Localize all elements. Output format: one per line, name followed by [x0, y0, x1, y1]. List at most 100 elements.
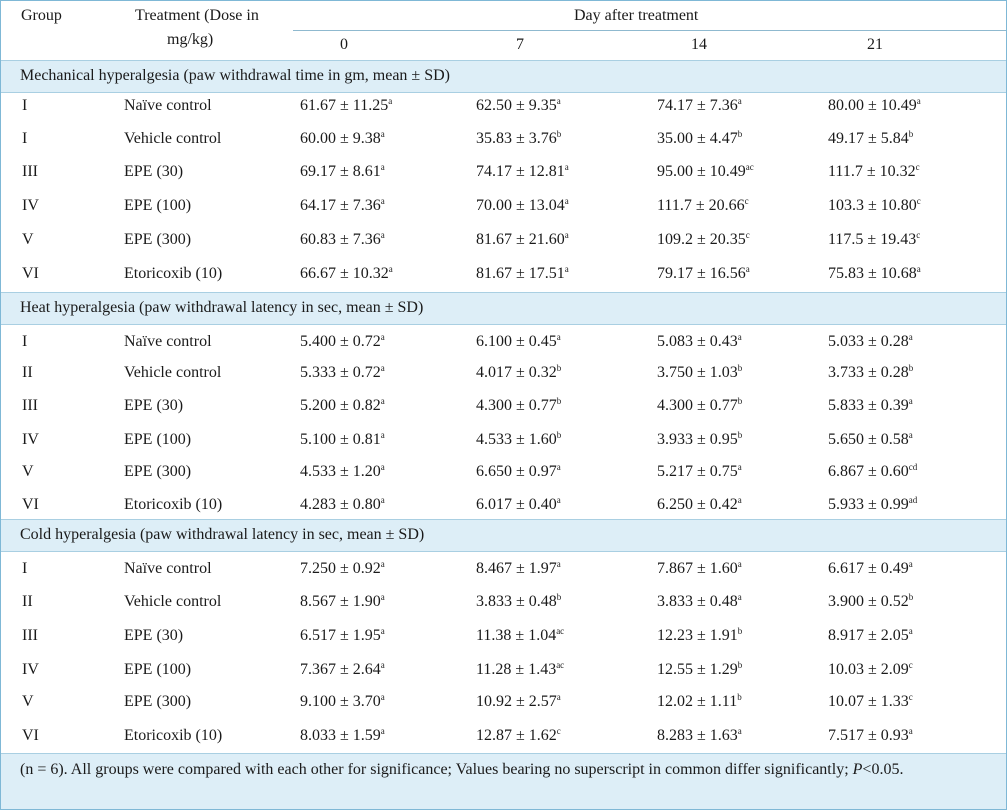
value-text: 12.87 ± 1.62 — [476, 727, 557, 744]
significance-superscript: ac — [556, 660, 565, 670]
value-cell: 111.7 ± 10.32c — [828, 162, 920, 182]
significance-superscript: a — [380, 396, 385, 406]
section-header: Cold hyperalgesia (paw withdrawal latenc… — [1, 519, 1006, 552]
value-text: 109.2 ± 20.35 — [657, 231, 746, 248]
significance-superscript: b — [556, 363, 562, 373]
significance-superscript: a — [916, 264, 921, 274]
value-cell: 66.67 ± 10.32a — [300, 264, 393, 284]
significance-superscript: b — [556, 396, 562, 406]
treatment-column-header-line1: Treatment (Dose in — [135, 7, 259, 24]
value-text: 66.67 ± 10.32 — [300, 265, 389, 282]
value-text: 6.250 ± 0.42 — [657, 496, 738, 513]
value-text: 4.017 ± 0.32 — [476, 364, 557, 381]
significance-superscript: a — [737, 559, 742, 569]
value-cell: 70.00 ± 13.04a — [476, 196, 569, 216]
significance-superscript: a — [737, 726, 742, 736]
group-cell: I — [22, 130, 28, 147]
value-cell: 5.033 ± 0.28a — [828, 332, 913, 352]
value-cell: 9.100 ± 3.70a — [300, 692, 385, 712]
value-cell: 8.283 ± 1.63a — [657, 726, 742, 746]
significance-superscript: a — [908, 726, 913, 736]
significance-superscript: a — [556, 96, 561, 106]
value-text: 6.100 ± 0.45 — [476, 333, 557, 350]
value-cell: 6.617 ± 0.49a — [828, 559, 913, 579]
value-cell: 62.50 ± 9.35a — [476, 96, 561, 116]
value-cell: 3.900 ± 0.52b — [828, 592, 913, 612]
value-text: 7.250 ± 0.92 — [300, 560, 381, 577]
value-cell: 7.517 ± 0.93a — [828, 726, 913, 746]
value-text: 49.17 ± 5.84 — [828, 130, 909, 147]
significance-superscript: a — [908, 626, 913, 636]
group-cell: II — [22, 593, 33, 610]
value-cell: 60.00 ± 9.38a — [300, 129, 385, 149]
value-cell: 7.250 ± 0.92a — [300, 559, 385, 579]
value-cell: 64.17 ± 7.36a — [300, 196, 385, 216]
table-header: Group Treatment (Dose in mg/kg) Day afte… — [1, 1, 1006, 60]
value-cell: 4.300 ± 0.77b — [476, 396, 561, 416]
value-text: 4.533 ± 1.60 — [476, 431, 557, 448]
treatment-cell: Vehicle control — [124, 364, 222, 381]
value-text: 4.300 ± 0.77 — [657, 397, 738, 414]
group-cell: I — [22, 97, 28, 114]
value-cell: 12.23 ± 1.91b — [657, 626, 742, 646]
significance-superscript: a — [564, 196, 569, 206]
value-cell: 8.567 ± 1.90a — [300, 592, 385, 612]
value-text: 3.900 ± 0.52 — [828, 593, 909, 610]
significance-superscript: c — [908, 692, 913, 702]
group-cell: III — [22, 397, 38, 414]
value-cell: 4.283 ± 0.80a — [300, 495, 385, 515]
value-cell: 75.83 ± 10.68a — [828, 264, 921, 284]
significance-superscript: c — [916, 230, 921, 240]
day-column-header: 7 — [516, 36, 524, 53]
significance-superscript: ad — [908, 495, 918, 505]
value-text: 35.83 ± 3.76 — [476, 130, 557, 147]
section-title: Mechanical hyperalgesia (paw withdrawal … — [20, 67, 450, 84]
value-cell: 12.87 ± 1.62c — [476, 726, 561, 746]
group-cell: VI — [22, 727, 39, 744]
treatment-cell: EPE (300) — [124, 463, 192, 480]
value-text: 5.400 ± 0.72 — [300, 333, 381, 350]
significance-superscript: b — [556, 592, 562, 602]
treatment-cell: EPE (100) — [124, 197, 192, 214]
value-text: 8.283 ± 1.63 — [657, 727, 738, 744]
treatment-cell: EPE (100) — [124, 661, 192, 678]
value-cell: 8.917 ± 2.05a — [828, 626, 913, 646]
significance-superscript: a — [908, 396, 913, 406]
value-text: 7.517 ± 0.93 — [828, 727, 909, 744]
value-text: 5.083 ± 0.43 — [657, 333, 738, 350]
value-text: 3.750 ± 1.03 — [657, 364, 738, 381]
value-cell: 95.00 ± 10.49ac — [657, 162, 754, 182]
significance-superscript: a — [745, 264, 750, 274]
significance-superscript: a — [380, 230, 385, 240]
value-text: 12.23 ± 1.91 — [657, 627, 738, 644]
day-after-treatment-header: Day after treatment — [574, 7, 699, 24]
significance-superscript: a — [380, 332, 385, 342]
treatment-cell: Vehicle control — [124, 130, 222, 147]
significance-superscript: b — [737, 626, 743, 636]
significance-superscript: a — [380, 430, 385, 440]
value-text: 8.917 ± 2.05 — [828, 627, 909, 644]
significance-superscript: a — [380, 559, 385, 569]
value-cell: 5.833 ± 0.39a — [828, 396, 913, 416]
treatment-cell: EPE (30) — [124, 163, 184, 180]
value-cell: 103.3 ± 10.80c — [828, 196, 921, 216]
value-cell: 49.17 ± 5.84b — [828, 129, 913, 149]
value-cell: 4.533 ± 1.60b — [476, 430, 561, 450]
treatment-cell: Etoricoxib (10) — [124, 727, 223, 744]
value-cell: 69.17 ± 8.61a — [300, 162, 385, 182]
value-cell: 5.333 ± 0.72a — [300, 363, 385, 383]
group-cell: VI — [22, 496, 39, 513]
treatment-cell: EPE (30) — [124, 397, 184, 414]
significance-superscript: a — [737, 592, 742, 602]
value-text: 10.03 ± 2.09 — [828, 661, 909, 678]
value-cell: 7.367 ± 2.64a — [300, 660, 385, 680]
section-title: Cold hyperalgesia (paw withdrawal latenc… — [20, 526, 425, 543]
treatment-cell: EPE (300) — [124, 693, 192, 710]
significance-superscript: b — [908, 129, 914, 139]
value-text: 81.67 ± 17.51 — [476, 265, 565, 282]
significance-superscript: ac — [745, 162, 754, 172]
value-text: 7.867 ± 1.60 — [657, 560, 738, 577]
value-text: 10.07 ± 1.33 — [828, 693, 909, 710]
value-cell: 81.67 ± 21.60a — [476, 230, 569, 250]
